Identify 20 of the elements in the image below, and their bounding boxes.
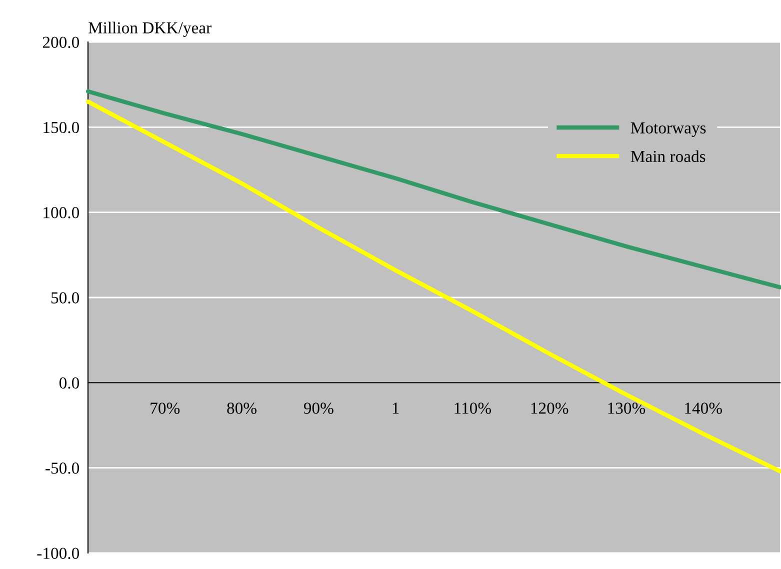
line-series (86, 89, 781, 290)
x-tick-label: 110% (454, 402, 492, 414)
legend-label: Motorways (630, 122, 706, 137)
y-tick-label: 150.0 (44, 122, 80, 134)
y-tick-label: 100.0 (44, 207, 80, 218)
y-tick-label: -50.0 (46, 462, 80, 474)
x-tick-label: 120% (531, 402, 568, 414)
x-tick-label: 140% (685, 402, 722, 414)
y-tick-label: 0.0 (59, 377, 80, 389)
y-tick-label: -100.0 (37, 548, 80, 560)
y-tick-label: 50.0 (51, 292, 80, 304)
x-tick-label: 90% (304, 402, 334, 414)
x-tick-label: 70% (150, 402, 180, 414)
x-tick-label: 1 (392, 402, 399, 414)
y-axis-title: Million DKK/year (88, 22, 212, 37)
y-tick-label: 200.0 (42, 36, 80, 48)
x-tick-label: 130% (608, 402, 646, 414)
x-tick-label: 80% (227, 402, 256, 414)
legend-label: Main roads (630, 150, 706, 162)
line-series (86, 100, 781, 474)
